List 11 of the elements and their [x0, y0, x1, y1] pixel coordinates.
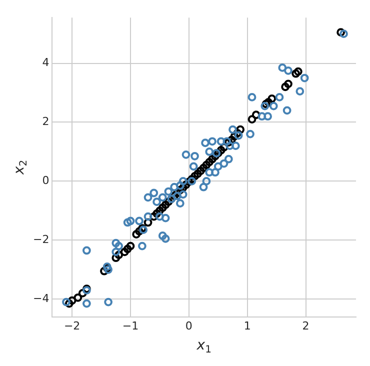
y-tick-label: 4 — [42, 56, 50, 70]
y-tick-label: −2 — [32, 233, 50, 246]
y-axis-title: x2 — [12, 160, 30, 176]
x-tick-label: 1 — [244, 319, 251, 332]
y-tick-label: 0 — [42, 174, 50, 188]
y-tick-label: 2 — [42, 115, 50, 128]
x-tick-label: −1 — [122, 319, 139, 332]
x-tick-label: −2 — [64, 319, 80, 332]
x-tick-label: 2 — [302, 319, 310, 332]
y-tick-label: −4 — [32, 292, 50, 305]
x-tick-label: 0 — [185, 319, 192, 332]
